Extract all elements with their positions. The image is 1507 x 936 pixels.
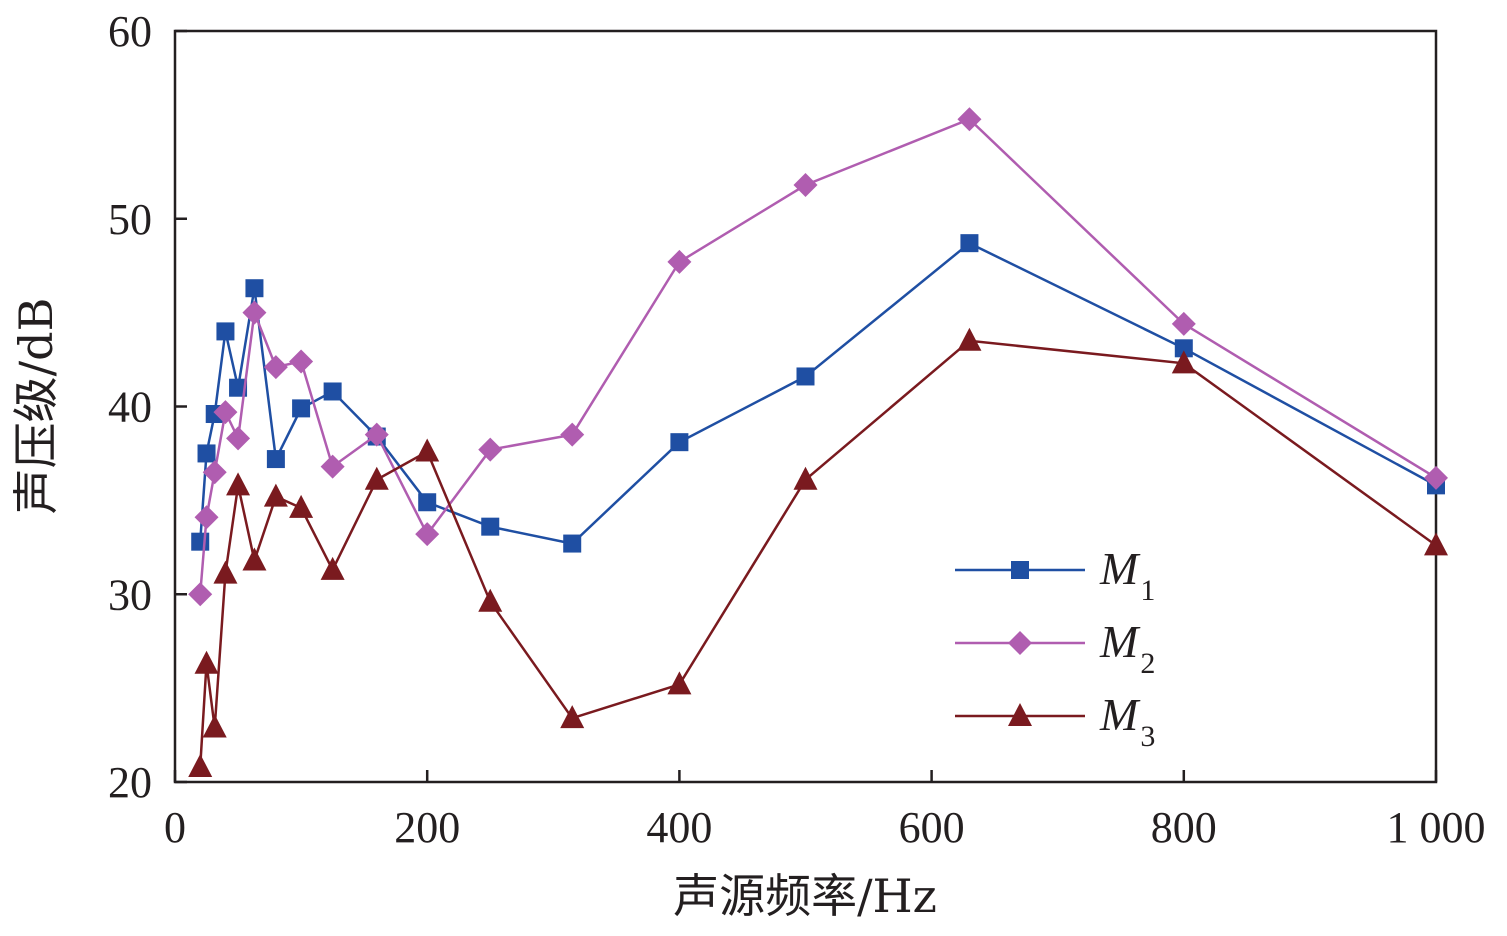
legend: M1 M2 M3 xyxy=(955,543,1155,753)
data-point xyxy=(796,367,815,386)
data-point xyxy=(213,400,238,425)
legend-label: M1 xyxy=(1099,543,1155,607)
legend-item: M3 xyxy=(955,689,1155,753)
axis-tick-labels: 0 200 400 600 800 1 000 20 30 40 50 60 xyxy=(108,7,1486,852)
data-point xyxy=(226,472,251,496)
legend-label: M3 xyxy=(1099,689,1155,753)
y-tick-label: 40 xyxy=(108,383,152,432)
data-point xyxy=(197,444,216,463)
legend-subscript: 2 xyxy=(1140,647,1155,680)
data-point xyxy=(364,422,389,447)
x-tick-label: 400 xyxy=(646,803,712,852)
series-line xyxy=(198,339,1437,768)
legend-item: M1 xyxy=(955,543,1155,607)
data-point xyxy=(289,494,314,518)
y-tick-label: 60 xyxy=(108,7,152,56)
data-point xyxy=(194,505,219,530)
data-point xyxy=(415,522,440,547)
data-point xyxy=(191,532,210,551)
legend-marker xyxy=(1008,703,1032,726)
series-m3 xyxy=(188,327,1448,777)
data-point xyxy=(320,454,345,479)
series-line xyxy=(198,117,1437,595)
data-point xyxy=(560,705,585,729)
data-point xyxy=(667,671,692,695)
data-point xyxy=(242,547,267,571)
legend-subscript: 3 xyxy=(1140,720,1155,753)
series-layer xyxy=(188,107,1448,777)
data-point xyxy=(216,322,235,341)
data-point xyxy=(263,483,288,507)
legend-marker xyxy=(1011,561,1029,579)
data-point xyxy=(957,327,982,351)
legend-subscript: 1 xyxy=(1140,574,1155,607)
data-point xyxy=(323,382,342,401)
data-point xyxy=(229,378,248,397)
series-line xyxy=(198,241,1437,545)
data-point xyxy=(960,234,979,253)
y-axis-title: 声压级/dB xyxy=(9,298,63,515)
data-point xyxy=(202,460,227,485)
data-point xyxy=(202,714,227,738)
legend-item: M2 xyxy=(955,616,1155,680)
data-point xyxy=(188,582,213,607)
x-tick-label: 600 xyxy=(899,803,965,852)
data-point xyxy=(289,349,314,374)
plot-frame xyxy=(173,29,1438,784)
x-tick-label: 200 xyxy=(394,803,460,852)
data-point xyxy=(364,466,389,490)
series-m2 xyxy=(188,107,1448,607)
data-point xyxy=(793,172,818,197)
data-point xyxy=(418,493,437,512)
data-point xyxy=(242,300,267,325)
x-tick-label: 1 000 xyxy=(1387,803,1486,852)
data-point xyxy=(1424,532,1448,556)
data-point xyxy=(667,249,692,274)
data-point xyxy=(1424,465,1448,490)
data-point xyxy=(213,560,238,584)
data-point xyxy=(478,588,503,612)
data-point xyxy=(1174,339,1193,358)
data-point xyxy=(320,556,345,580)
data-point xyxy=(793,466,818,490)
legend-marker xyxy=(1008,631,1032,655)
x-tick-label: 0 xyxy=(164,803,186,852)
legend-label: M2 xyxy=(1099,616,1155,680)
data-point xyxy=(481,517,500,536)
data-point xyxy=(194,650,219,674)
data-point xyxy=(957,107,982,132)
data-point xyxy=(1171,311,1196,336)
data-point xyxy=(245,279,264,298)
data-point xyxy=(563,534,582,553)
data-point xyxy=(266,450,285,469)
x-tick-label: 800 xyxy=(1151,803,1217,852)
y-tick-label: 20 xyxy=(108,758,152,807)
data-point xyxy=(188,753,213,777)
data-point xyxy=(478,437,503,462)
series-m1 xyxy=(191,234,1445,553)
data-point xyxy=(415,438,440,462)
y-tick-label: 30 xyxy=(108,570,152,619)
data-point xyxy=(292,399,311,418)
data-point xyxy=(263,355,288,380)
axis-ticks xyxy=(173,29,1438,784)
x-axis-title: 声源频率/Hz xyxy=(673,869,937,923)
data-point xyxy=(670,433,689,452)
data-point xyxy=(560,422,585,447)
y-tick-label: 50 xyxy=(108,195,152,244)
data-point xyxy=(226,426,251,451)
data-point xyxy=(1171,350,1196,374)
